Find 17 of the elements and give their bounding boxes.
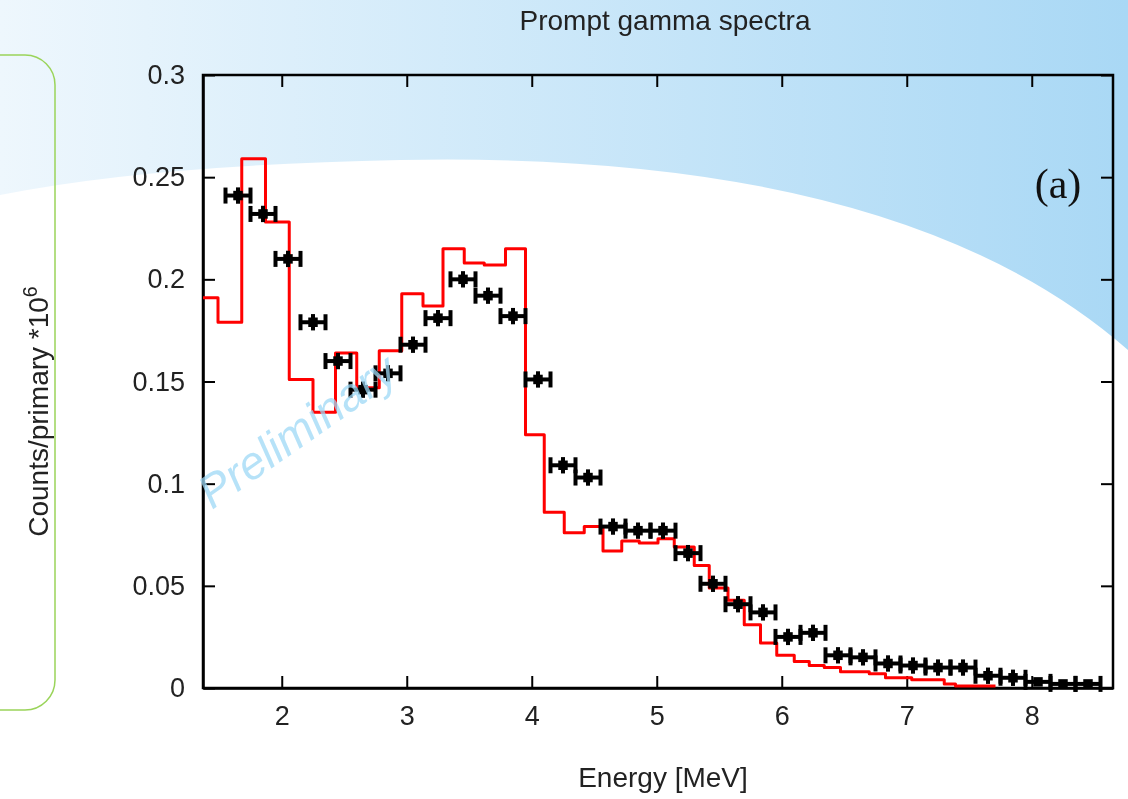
x-tick-label: 5 xyxy=(649,701,665,732)
x-tick-label: 2 xyxy=(274,701,290,732)
y-tick-label: 0.3 xyxy=(147,60,185,91)
x-tick-label: 6 xyxy=(774,701,790,732)
y-tick-label: 0 xyxy=(169,673,185,704)
y-tick-label: 0.1 xyxy=(147,468,185,499)
y-tick-label: 0.05 xyxy=(132,570,185,601)
annotation: (a) xyxy=(1034,161,1082,208)
x-tick-label: 8 xyxy=(1024,701,1040,732)
x-axis-title: Energy [MeV] xyxy=(578,762,748,793)
chart-title: Prompt gamma spectra xyxy=(519,5,811,36)
x-tick-label: 3 xyxy=(399,701,415,732)
x-tick-label: 7 xyxy=(899,701,915,732)
y-tick-label: 0.25 xyxy=(132,162,185,193)
y-tick-label: 0.2 xyxy=(147,264,185,295)
x-tick-label: 4 xyxy=(524,701,540,732)
y-tick-label: 0.15 xyxy=(132,366,185,397)
